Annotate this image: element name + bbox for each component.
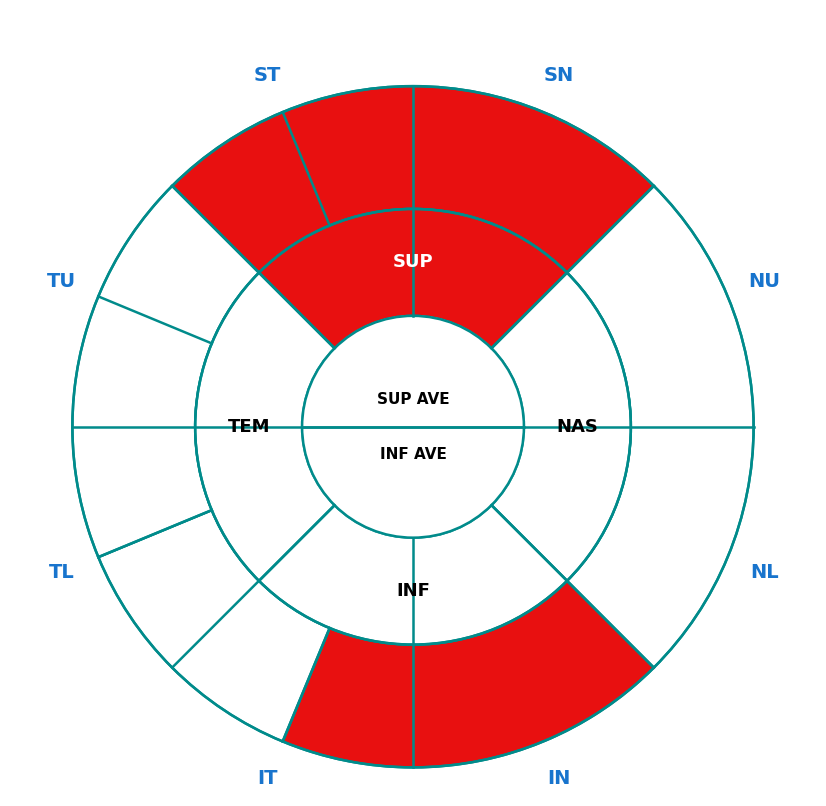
- Text: NL: NL: [750, 563, 779, 582]
- Text: IN: IN: [547, 769, 570, 787]
- Wedge shape: [567, 186, 753, 667]
- Text: TL: TL: [49, 563, 74, 582]
- Text: SUP: SUP: [392, 253, 434, 272]
- Text: INF: INF: [396, 582, 430, 600]
- Wedge shape: [98, 510, 330, 742]
- Wedge shape: [73, 186, 259, 557]
- Text: TEM: TEM: [227, 418, 270, 436]
- Wedge shape: [259, 209, 567, 348]
- Text: NU: NU: [748, 272, 781, 291]
- Text: INF AVE: INF AVE: [380, 447, 446, 462]
- Wedge shape: [195, 272, 335, 581]
- Wedge shape: [282, 581, 654, 767]
- Wedge shape: [491, 272, 631, 581]
- Wedge shape: [259, 505, 567, 645]
- Text: SUP AVE: SUP AVE: [377, 392, 449, 406]
- Text: SN: SN: [544, 66, 573, 85]
- Text: TU: TU: [47, 272, 76, 291]
- Circle shape: [302, 316, 524, 538]
- Text: ST: ST: [254, 66, 281, 85]
- Wedge shape: [172, 86, 654, 272]
- Text: IT: IT: [257, 769, 278, 787]
- Text: NAS: NAS: [557, 418, 598, 436]
